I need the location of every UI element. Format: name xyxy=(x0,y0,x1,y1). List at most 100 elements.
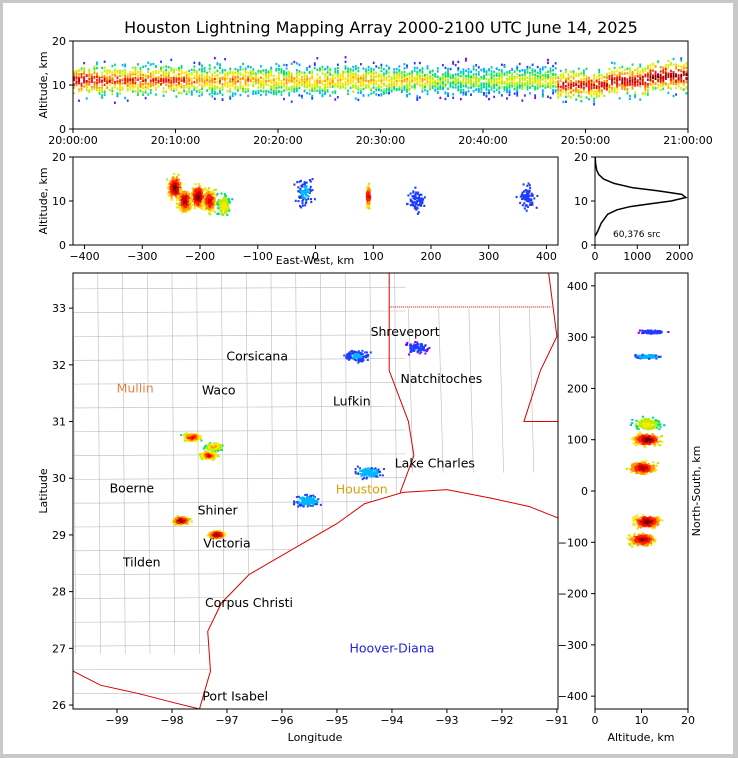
time-height-cell xyxy=(626,81,629,84)
time-height-cell xyxy=(559,69,562,73)
time-height-cell xyxy=(142,65,144,68)
time-height-cell xyxy=(229,95,232,98)
time-height-cell xyxy=(403,86,406,89)
time-height-cell xyxy=(444,75,447,78)
histogram-ytick-label: 20 xyxy=(574,151,588,164)
time-height-cell xyxy=(485,81,488,84)
time-height-cell xyxy=(470,93,472,96)
time-height-cell xyxy=(88,80,91,83)
ew-height-cell xyxy=(182,210,185,213)
time-height-cell xyxy=(490,66,493,69)
time-height-cell xyxy=(144,79,147,82)
time-height-cell xyxy=(559,85,562,88)
time-height-cell xyxy=(675,73,677,76)
time-height-cell xyxy=(244,83,247,87)
time-height-cell xyxy=(652,87,654,91)
ew-height-cell xyxy=(298,190,301,194)
time-height-cell xyxy=(467,80,470,83)
time-height-cell xyxy=(503,73,506,76)
ew-height-cell xyxy=(198,191,201,195)
ew-height-cell xyxy=(302,190,305,193)
ew-height-cell xyxy=(209,213,212,216)
time-height-cell xyxy=(516,83,519,86)
ew-height-cell xyxy=(212,200,215,203)
time-height-cell xyxy=(152,84,155,87)
time-height-cell xyxy=(201,71,203,74)
time-height-cell xyxy=(303,71,306,75)
time-height-cell xyxy=(334,70,337,73)
time-height-cell xyxy=(506,90,508,94)
time-height-cell xyxy=(662,75,665,79)
time-height-cell xyxy=(626,83,629,87)
time-height-cell xyxy=(288,91,291,95)
ew-height-cell xyxy=(417,203,420,207)
time-height-cell xyxy=(172,81,175,84)
time-height-cell xyxy=(242,85,244,89)
ew-height-cell xyxy=(197,197,200,200)
time-height-cell xyxy=(577,89,580,92)
county-line xyxy=(221,272,225,655)
ew-height-cell xyxy=(189,194,192,197)
time-height-cell xyxy=(447,71,449,75)
time-height-cell xyxy=(598,85,601,89)
time-height-cell xyxy=(467,75,470,78)
time-height-cell xyxy=(360,88,362,91)
time-height-cell xyxy=(524,82,526,85)
time-height-cell xyxy=(600,74,603,77)
time-height-cell xyxy=(188,90,191,94)
ew-height-cell xyxy=(192,198,195,201)
time-height-cell xyxy=(380,74,383,77)
time-height-cell xyxy=(639,81,642,84)
time-height-cell xyxy=(226,89,229,93)
time-height-cell xyxy=(682,65,685,68)
ew-height-cell xyxy=(305,193,308,197)
ew-height-cell xyxy=(181,199,184,202)
ew-height-cell xyxy=(169,190,172,193)
ew-height-cell xyxy=(224,194,227,198)
time-height-cell xyxy=(178,73,180,76)
time-height-cell xyxy=(475,81,478,84)
time-height-cell xyxy=(511,68,513,72)
ew-height-xtick-label: 400 xyxy=(536,250,557,263)
time-height-cell xyxy=(629,80,631,83)
time-height-cell xyxy=(606,74,608,77)
ew-height-cell xyxy=(225,200,228,203)
time-height-cell xyxy=(190,83,193,87)
time-height-cell xyxy=(393,68,396,71)
ew-height-cell xyxy=(301,202,304,205)
time-height-cell xyxy=(190,90,193,94)
ew-height-cell xyxy=(217,212,220,215)
time-height-cell xyxy=(316,68,319,71)
time-height-cell xyxy=(121,82,124,85)
time-height-cell xyxy=(213,71,216,74)
time-height-cell xyxy=(114,81,116,84)
time-height-cell xyxy=(390,80,393,84)
time-height-cell xyxy=(449,67,452,71)
time-height-cell xyxy=(285,81,288,84)
ew-height-xlabel: East-West, km xyxy=(276,254,354,267)
ew-height-cell xyxy=(209,196,212,199)
ew-height-cell xyxy=(194,201,197,204)
time-height-cell xyxy=(521,69,524,72)
time-height-cell xyxy=(211,84,214,88)
time-height-cell xyxy=(411,79,414,83)
time-height-cell xyxy=(316,73,319,76)
time-height-cell xyxy=(480,83,483,87)
ew-height-cell xyxy=(219,202,222,205)
time-height-cell xyxy=(426,83,429,86)
ew-height-cell xyxy=(307,195,310,198)
time-height-cell xyxy=(257,79,260,82)
time-height-cell xyxy=(488,73,490,76)
time-height-cell xyxy=(93,75,96,79)
time-height-cell xyxy=(621,77,624,80)
time-height-cell xyxy=(682,83,685,87)
time-height-cell xyxy=(155,65,157,69)
time-height-cell xyxy=(247,88,250,91)
ew-height-cell xyxy=(300,185,303,188)
ew-height-cell xyxy=(413,201,416,204)
ew-height-cell xyxy=(213,197,216,200)
time-height-cell xyxy=(336,95,339,99)
time-height-cell xyxy=(344,56,347,59)
time-height-cell xyxy=(649,71,652,74)
ew-height-frame xyxy=(72,156,559,246)
